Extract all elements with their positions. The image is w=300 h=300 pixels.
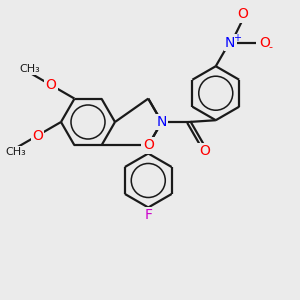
Text: N: N [225,36,236,50]
Text: O: O [259,36,270,50]
Text: -: - [268,42,272,52]
Text: O: O [46,78,57,92]
Text: O: O [237,8,248,22]
Text: O: O [143,138,154,152]
Text: O: O [199,144,210,158]
Text: +: + [233,33,241,43]
Text: CH₃: CH₃ [20,64,40,74]
Text: F: F [144,208,152,223]
Text: O: O [32,128,43,142]
Text: N: N [157,115,167,129]
Text: CH₃: CH₃ [6,147,27,157]
